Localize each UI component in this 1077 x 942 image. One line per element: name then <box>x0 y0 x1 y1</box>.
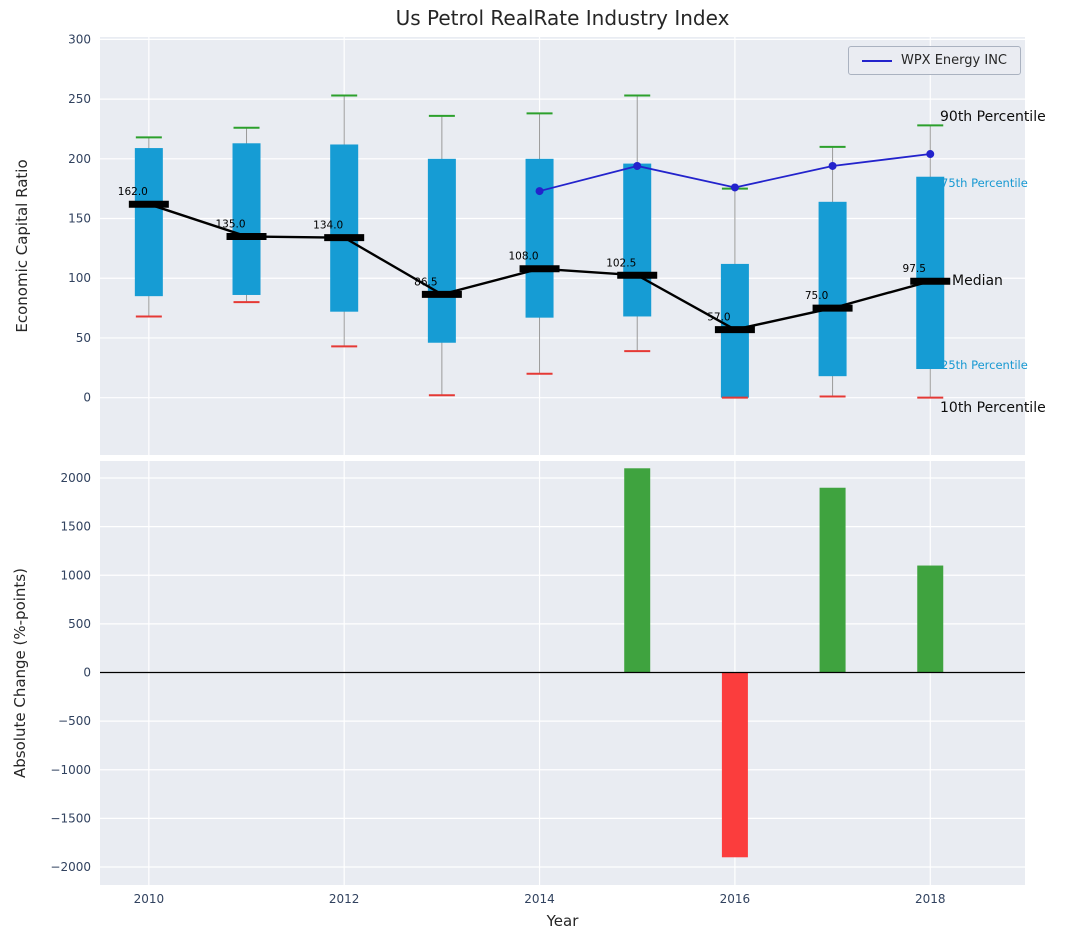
y-tick-label-bottom: 500 <box>68 617 91 631</box>
y-tick-label-top: 200 <box>68 152 91 166</box>
y-tick-label-bottom: 1500 <box>60 520 91 534</box>
y-tick-label-bottom: −500 <box>58 714 91 728</box>
wpx-point-2016 <box>730 183 739 192</box>
annotation-75th-percentile: 75th Percentile <box>941 175 1028 190</box>
annotation-10th-percentile: 10th Percentile <box>940 399 1046 416</box>
median-value-label-2013: 86.5 <box>414 276 437 288</box>
percentile-bar-2018 <box>916 176 945 370</box>
wpx-point-2014 <box>535 187 544 196</box>
wpx-point-2018 <box>926 150 935 159</box>
chart-title: Us Petrol RealRate Industry Index <box>395 6 730 30</box>
y-tick-label-top: 300 <box>68 32 91 46</box>
change-bar-2018 <box>917 565 944 673</box>
percentile-bar-2015 <box>623 163 652 317</box>
median-value-label-2010: 162.0 <box>118 186 148 198</box>
percentile-bar-2012 <box>330 144 359 312</box>
median-value-label-2014: 108.0 <box>509 251 539 263</box>
median-value-label-2011: 135.0 <box>215 218 245 230</box>
change-bar-2016 <box>721 672 748 858</box>
x-tick-label: 2016 <box>720 892 751 906</box>
percentile-bar-2014 <box>525 158 554 318</box>
y-tick-label-bottom: −1000 <box>50 763 91 777</box>
y-axis-label-bottom: Absolute Change (%-points) <box>11 568 29 778</box>
y-axis-label-top: Economic Capital Ratio <box>13 159 31 333</box>
y-tick-label-bottom: 0 <box>83 666 91 680</box>
wpx-point-2017 <box>828 161 837 170</box>
x-tick-label: 2010 <box>134 892 165 906</box>
median-value-label-2017: 75.0 <box>805 290 828 302</box>
x-tick-label: 2012 <box>329 892 360 906</box>
y-tick-label-top: 150 <box>68 212 91 226</box>
annotation-median: Median <box>952 273 1003 290</box>
annotation-25th-percentile: 25th Percentile <box>941 358 1028 372</box>
y-tick-label-top: 0 <box>83 391 91 405</box>
percentile-bar-2010 <box>134 148 163 297</box>
wpx-point-2015 <box>633 161 642 170</box>
median-value-label-2018: 97.5 <box>903 263 926 275</box>
change-bar-2017 <box>819 487 846 673</box>
y-tick-label-top: 250 <box>68 92 91 106</box>
median-value-label-2012: 134.0 <box>313 220 343 232</box>
change-bar-2015 <box>624 468 651 673</box>
percentile-bar-2011 <box>232 143 261 295</box>
x-tick-label: 2018 <box>915 892 946 906</box>
x-axis-label: Year <box>546 912 579 930</box>
x-tick-label: 2014 <box>524 892 555 906</box>
y-tick-label-bottom: −2000 <box>50 860 91 874</box>
y-tick-label-bottom: 1000 <box>60 568 91 582</box>
y-tick-label-bottom: −1500 <box>50 811 91 825</box>
annotation-90th-percentile: 90th Percentile <box>940 109 1046 126</box>
legend-label: WPX Energy INC <box>900 53 1007 68</box>
percentile-bar-2017 <box>818 201 847 377</box>
y-tick-label-bottom: 2000 <box>60 471 91 485</box>
percentile-bar-2013 <box>427 158 456 343</box>
median-value-label-2015: 102.5 <box>606 257 636 269</box>
legend: WPX Energy INC <box>847 46 1021 75</box>
y-tick-label-top: 50 <box>76 331 91 345</box>
y-tick-label-top: 100 <box>68 271 91 285</box>
median-value-label-2016: 57.0 <box>707 312 730 324</box>
legend-line-swatch <box>861 59 892 62</box>
